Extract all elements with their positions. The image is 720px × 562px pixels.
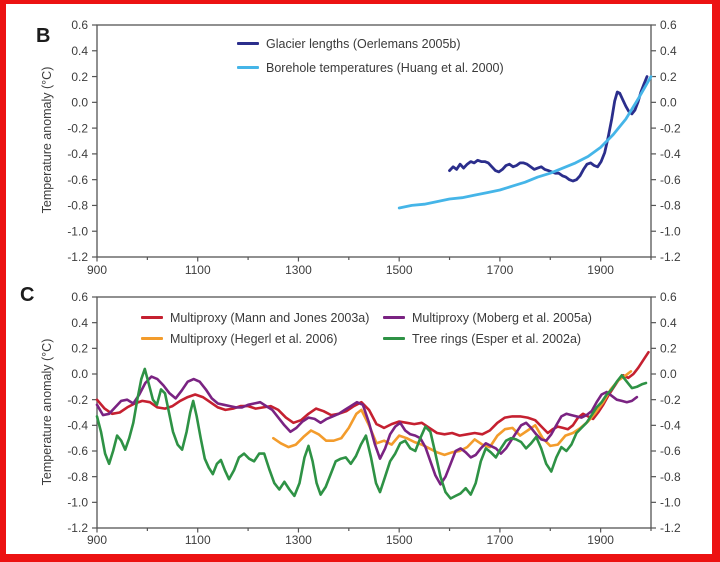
legend-label-hegerl: Multiproxy (Hegerl et al. 2006)	[170, 331, 338, 346]
hegerl-line-swatch	[141, 337, 163, 340]
panel-c-legend-col1: Multiproxy (Mann and Jones 2003a) Multip…	[141, 310, 369, 352]
y-tick-label-left: 0.6	[71, 290, 88, 304]
panel-C-plot-box	[96, 296, 652, 529]
y-tick-label-left: -1.2	[67, 521, 88, 535]
y-tick-label-right: 0.2	[660, 70, 677, 84]
frame-border-right	[712, 0, 720, 562]
y-tick-label-left: 0.0	[71, 367, 88, 381]
y-tick-label-left: -0.2	[67, 393, 88, 407]
y-tick-label-right: 0.0	[660, 96, 677, 110]
panel-c-label: C	[20, 284, 35, 306]
panel-B-plot-box	[96, 24, 652, 258]
y-tick-label-right: 0.4	[660, 44, 677, 58]
y-tick-label-right: -0.8	[660, 199, 681, 213]
y-tick-label-right: -1.0	[660, 496, 681, 510]
y-tick-label-left: -1.0	[67, 496, 88, 510]
panel-c-y-axis-title: Temperature anomaly (°C)	[40, 338, 54, 486]
frame-border-bottom	[0, 554, 720, 562]
x-tick-label: 1700	[487, 263, 514, 277]
series-line-borehole-temperatures-huang-et-al-2000	[397, 75, 653, 210]
borehole-line-swatch	[237, 66, 259, 69]
y-tick-label-right: -0.2	[660, 121, 681, 135]
x-tick-label: 1300	[285, 263, 312, 277]
series-line-multiproxy-mann-and-jones-2003a	[95, 350, 650, 437]
y-tick-label-right: 0.4	[660, 316, 677, 330]
x-tick-label: 1300	[285, 533, 312, 547]
y-tick-label-left: -0.6	[67, 444, 88, 458]
y-tick-label-left: -0.4	[67, 419, 88, 433]
y-tick-label-right: -0.4	[660, 147, 681, 161]
frame-border-top	[0, 0, 720, 4]
x-tick-label: 900	[87, 533, 107, 547]
moberg-line-swatch	[383, 316, 405, 319]
x-tick-label: 1700	[487, 533, 514, 547]
legend-item-mann: Multiproxy (Mann and Jones 2003a)	[141, 310, 369, 325]
y-tick-label-left: 0.4	[71, 44, 88, 58]
legend-label-mann: Multiproxy (Mann and Jones 2003a)	[170, 310, 370, 325]
y-tick-label-left: -0.6	[67, 173, 88, 187]
y-tick-label-right: -0.8	[660, 470, 681, 484]
series-line-tree-rings-esper-et-al-2002a	[95, 367, 648, 500]
y-tick-label-right: 0.2	[660, 342, 677, 356]
legend-item-hegerl: Multiproxy (Hegerl et al. 2006)	[141, 331, 369, 346]
x-tick-label: 1100	[185, 263, 211, 277]
y-tick-label-left: -0.2	[67, 121, 88, 135]
y-tick-label-left: 0.6	[71, 18, 88, 32]
x-tick-label: 1500	[386, 533, 413, 547]
legend-label-esper: Tree rings (Esper et al. 2002a)	[412, 331, 582, 346]
panel-b-legend: Glacier lengths (Oerlemans 2005b) Boreho…	[237, 36, 504, 84]
y-tick-label-right: -0.4	[660, 419, 681, 433]
frame-border-left	[0, 0, 6, 562]
esper-line-swatch	[383, 337, 405, 340]
y-tick-label-left: -1.2	[67, 250, 88, 264]
legend-item-esper: Tree rings (Esper et al. 2002a)	[383, 331, 592, 346]
y-tick-label-left: -0.4	[67, 147, 88, 161]
series-line-multiproxy-moberg-et-al-2005a	[95, 375, 639, 486]
y-tick-label-right: 0.0	[660, 367, 677, 381]
legend-item-glacier: Glacier lengths (Oerlemans 2005b)	[237, 36, 504, 51]
x-tick-label: 1900	[587, 263, 614, 277]
panel-c-legend-col2: Multiproxy (Moberg et al. 2005a) Tree ri…	[383, 310, 592, 352]
y-tick-label-left: -1.0	[67, 224, 88, 238]
y-tick-label-right: -1.2	[660, 521, 681, 535]
y-tick-label-left: 0.0	[71, 96, 88, 110]
panel-b-y-axis-title: Temperature anomaly (°C)	[40, 66, 54, 214]
legend-label-borehole: Borehole temperatures (Huang et al. 2000…	[266, 60, 504, 75]
series-line-multiproxy-hegerl-et-al-2006	[272, 370, 633, 457]
y-tick-label-right: -1.0	[660, 224, 681, 238]
y-tick-label-left: 0.2	[71, 70, 88, 84]
legend-item-borehole: Borehole temperatures (Huang et al. 2000…	[237, 60, 504, 75]
y-tick-label-right: 0.6	[660, 18, 677, 32]
x-tick-label: 900	[87, 263, 107, 277]
y-tick-label-left: -0.8	[67, 199, 88, 213]
y-tick-label-right: 0.6	[660, 290, 677, 304]
y-tick-label-left: 0.4	[71, 316, 88, 330]
mann-line-swatch	[141, 316, 163, 319]
y-tick-label-right: -0.2	[660, 393, 681, 407]
x-tick-label: 1900	[587, 533, 614, 547]
legend-label-moberg: Multiproxy (Moberg et al. 2005a)	[412, 310, 592, 325]
y-tick-label-left: -0.8	[67, 470, 88, 484]
legend-item-moberg: Multiproxy (Moberg et al. 2005a)	[383, 310, 592, 325]
panel-b-label: B	[36, 25, 51, 47]
glacier-line-swatch	[237, 42, 259, 45]
x-tick-label: 1500	[386, 263, 413, 277]
y-tick-label-right: -0.6	[660, 444, 681, 458]
y-tick-label-right: -0.6	[660, 173, 681, 187]
y-tick-label-right: -1.2	[660, 250, 681, 264]
x-tick-label: 1100	[185, 533, 211, 547]
legend-label-glacier: Glacier lengths (Oerlemans 2005b)	[266, 36, 461, 51]
y-tick-label-left: 0.2	[71, 342, 88, 356]
